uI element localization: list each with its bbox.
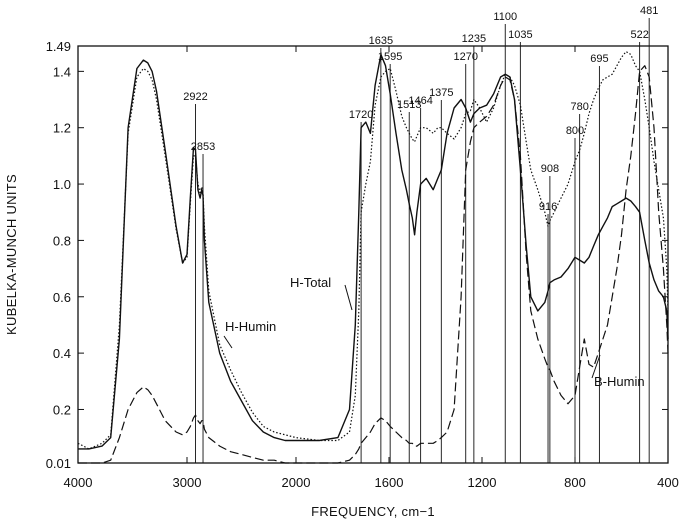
peak-label: 1720 bbox=[349, 109, 373, 121]
x-tick-label: 400 bbox=[657, 475, 679, 490]
x-tick-label: 3000 bbox=[173, 475, 202, 490]
peak-label: 695 bbox=[590, 53, 608, 65]
y-tick-label: 0.6 bbox=[53, 290, 71, 305]
peak-label: 522 bbox=[630, 29, 648, 41]
peak-label: 1235 bbox=[462, 33, 486, 45]
series-line-h-total bbox=[78, 53, 669, 450]
plot-frame bbox=[77, 45, 669, 464]
peak-label: 2922 bbox=[183, 91, 207, 103]
peak-label: 1513 bbox=[397, 99, 421, 111]
peak-label: 908 bbox=[541, 163, 559, 175]
series-line-h-humin bbox=[77, 50, 669, 450]
x-tick-label: 1200 bbox=[468, 475, 497, 490]
series-label-b-humin: B-Humin bbox=[594, 374, 645, 389]
peak-label: 1464 bbox=[408, 95, 432, 107]
series-label-h-total: H-Total bbox=[290, 275, 331, 290]
y-tick-label: 1.49 bbox=[46, 39, 71, 54]
series-label-leader bbox=[591, 354, 601, 379]
x-tick-label: 4000 bbox=[64, 475, 93, 490]
peak-label: 1635 bbox=[369, 35, 393, 47]
peak-label: 2853 bbox=[191, 141, 215, 153]
peak-label: 800 bbox=[566, 125, 584, 137]
y-tick-label: 1.0 bbox=[53, 177, 71, 192]
x-axis-ticks: 4000 3000 2000 1600 1200 800 400 bbox=[64, 46, 679, 490]
series-label-h-humin: H-Humin bbox=[225, 319, 276, 334]
peak-label: 916 bbox=[539, 201, 557, 213]
y-axis-title: KUBELKA-MUNCH UNITS bbox=[4, 174, 19, 335]
y-tick-label: 1.2 bbox=[53, 121, 71, 136]
plot-border bbox=[77, 45, 669, 464]
series-layer bbox=[77, 50, 669, 464]
series-label-leader bbox=[344, 284, 353, 311]
y-tick-label: 0.01 bbox=[46, 456, 71, 471]
peak-label: 1595 bbox=[378, 51, 402, 63]
y-tick-label: 0.4 bbox=[53, 346, 71, 361]
series-label-leader bbox=[223, 335, 233, 349]
y-tick-label: 0.2 bbox=[53, 402, 71, 417]
peak-label: 1035 bbox=[508, 29, 532, 41]
series-line-b-humin bbox=[78, 65, 669, 464]
x-tick-label: 800 bbox=[564, 475, 586, 490]
peak-label: 780 bbox=[570, 101, 588, 113]
y-tick-label: 0.8 bbox=[53, 233, 71, 248]
y-axis-ticks: 0.01 0.2 0.4 0.6 0.8 1.0 1.2 1.4 1.49 bbox=[46, 39, 668, 471]
x-tick-label: 2000 bbox=[282, 475, 311, 490]
peak-label: 1270 bbox=[453, 51, 477, 63]
x-axis-title: FREQUENCY, cm−1 bbox=[311, 504, 435, 519]
peak-label: 481 bbox=[640, 5, 658, 17]
peak-label: 1100 bbox=[493, 11, 517, 23]
series-labels: H-Total H-Humin B-Humin bbox=[223, 275, 645, 389]
x-tick-label: 1600 bbox=[375, 475, 404, 490]
y-tick-label: 1.4 bbox=[53, 64, 71, 79]
peak-label: 1375 bbox=[429, 87, 453, 99]
